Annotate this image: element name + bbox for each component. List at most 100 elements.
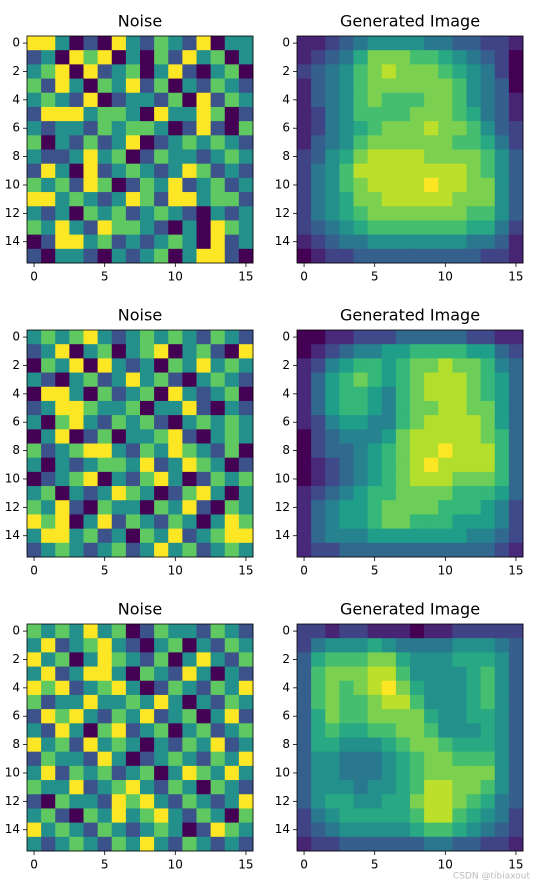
cell (224, 457, 240, 473)
cell (69, 149, 84, 165)
cell (140, 415, 155, 430)
cell (381, 386, 397, 402)
cell (395, 514, 411, 530)
cell (69, 808, 84, 824)
cell (508, 386, 524, 402)
cell (508, 542, 524, 558)
cell (83, 680, 99, 696)
cell (97, 92, 113, 108)
cell (238, 372, 254, 388)
cell (182, 666, 197, 682)
cell (154, 330, 169, 345)
cell (410, 694, 425, 710)
cell (297, 36, 312, 51)
cell (508, 443, 524, 459)
cell (69, 836, 84, 852)
cell (438, 780, 453, 795)
cell (367, 400, 383, 416)
cell (97, 457, 113, 473)
cell (297, 457, 312, 473)
cell (125, 514, 141, 530)
cell (210, 500, 226, 515)
cell (69, 737, 84, 753)
cell (97, 415, 113, 430)
cell (238, 220, 254, 236)
cell (168, 248, 183, 264)
cell (353, 542, 369, 558)
cell (480, 248, 496, 264)
cell (224, 486, 240, 501)
cell (210, 471, 226, 487)
cell (168, 386, 183, 402)
cell (494, 765, 510, 781)
cell (238, 36, 254, 51)
cell (41, 723, 56, 738)
cell (182, 471, 197, 487)
cell (41, 808, 56, 824)
cell (196, 36, 212, 51)
cell (297, 400, 312, 416)
cell (41, 135, 56, 150)
cell (452, 680, 467, 696)
cell (55, 177, 70, 193)
cell (41, 372, 56, 388)
cell (196, 486, 212, 501)
cell (210, 50, 226, 65)
cell (154, 822, 169, 838)
y-tick-label: 2 (282, 64, 290, 78)
cell (353, 415, 369, 430)
cell (140, 163, 155, 179)
cell (452, 163, 467, 179)
cell (325, 248, 340, 264)
cell (438, 737, 453, 753)
cell (238, 192, 254, 207)
cell (238, 751, 254, 767)
cell (140, 694, 155, 710)
cell (224, 808, 240, 824)
cell (438, 220, 453, 236)
cell (168, 135, 183, 150)
cell (466, 808, 482, 824)
cell (41, 542, 56, 558)
cell (494, 163, 510, 179)
cell (480, 177, 496, 193)
cell (452, 751, 467, 767)
cell (395, 192, 411, 207)
y-tick-label: 0 (12, 330, 20, 344)
cell (27, 542, 42, 558)
cell (41, 386, 56, 402)
cell (438, 415, 453, 430)
cell (196, 121, 212, 136)
cell (140, 149, 155, 165)
cell (452, 542, 467, 558)
cell (480, 386, 496, 402)
cell (154, 192, 169, 207)
cell (494, 206, 510, 221)
cell (97, 358, 113, 373)
cell (224, 666, 240, 682)
cell (83, 486, 99, 501)
cell (140, 737, 155, 753)
cell (41, 206, 56, 221)
x-tick-label: 5 (371, 858, 379, 872)
cell (55, 528, 70, 544)
cell (69, 638, 84, 653)
x-tick-label: 0 (30, 564, 38, 578)
cell (182, 652, 197, 667)
cell (69, 206, 84, 221)
cell (69, 694, 84, 710)
cell (83, 206, 99, 221)
cell (466, 709, 482, 724)
cell (438, 794, 453, 809)
cell (27, 836, 42, 852)
cell (238, 836, 254, 852)
y-tick-label: 8 (282, 443, 290, 457)
cell (381, 358, 397, 373)
cell (353, 514, 369, 530)
cell (97, 443, 113, 459)
cell (466, 386, 482, 402)
cell (466, 372, 482, 388)
cell (154, 500, 169, 515)
cell (168, 92, 183, 108)
cell (466, 822, 482, 838)
